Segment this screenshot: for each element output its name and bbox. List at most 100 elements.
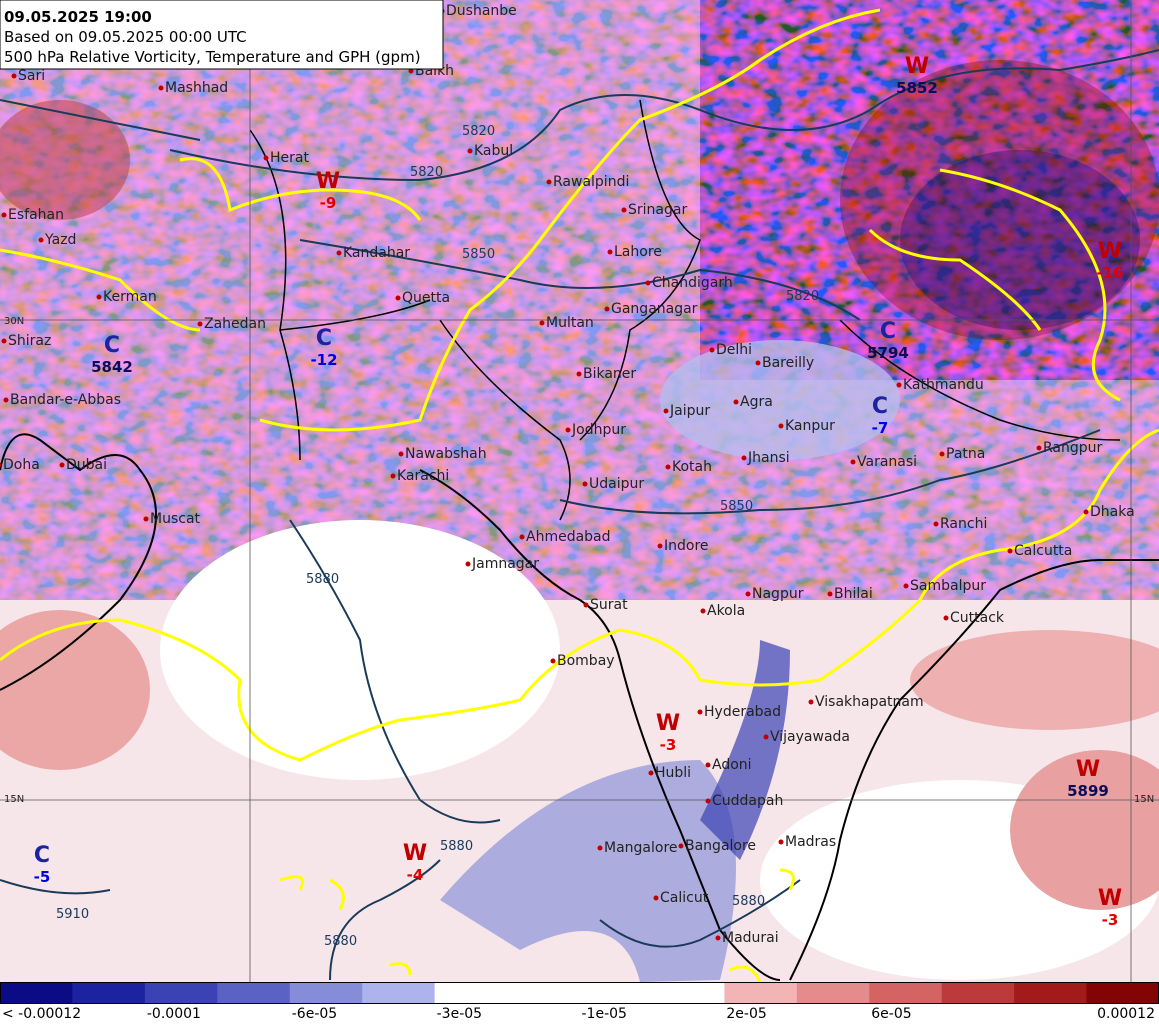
city-label: Agra xyxy=(740,394,773,410)
city-dot xyxy=(597,845,603,851)
colorbar-swatch xyxy=(869,982,943,1003)
city-label: Nagpur xyxy=(752,586,804,602)
city-label: Mangalore xyxy=(604,840,678,856)
city-label: Kandahar xyxy=(343,245,410,261)
city-dot xyxy=(1083,509,1089,515)
header-time: 09.05.2025 19:00 xyxy=(4,8,152,26)
city-label: Ganganagar xyxy=(611,301,698,317)
colorbar-swatch xyxy=(434,982,508,1003)
city-label: Akola xyxy=(707,603,745,619)
grid-label: 30N xyxy=(4,316,24,327)
city-label: Kathmandu xyxy=(903,377,984,393)
city-label: Mashhad xyxy=(165,80,228,96)
contour-label: 5820 xyxy=(786,289,819,304)
contour-label: 5880 xyxy=(440,839,473,854)
city-label: Ranchi xyxy=(940,516,987,532)
city-dot xyxy=(648,770,654,776)
city-label: Calicut xyxy=(660,890,709,906)
marker-value: -4 xyxy=(407,866,424,884)
city-dot xyxy=(465,561,471,567)
city-dot xyxy=(550,658,556,664)
city-label: Bikaner xyxy=(583,366,636,382)
city-dot xyxy=(583,602,589,608)
city-label: Bandar-e-Abbas xyxy=(10,392,121,408)
city-label: Bareilly xyxy=(762,355,814,371)
city-dot xyxy=(546,179,552,185)
city-label: Esfahan xyxy=(8,207,64,223)
marker-letter: C xyxy=(872,394,888,419)
city-label: Bangalore xyxy=(685,838,756,854)
city-label: Sari xyxy=(18,68,45,84)
city-dot xyxy=(741,455,747,461)
city-label: Madras xyxy=(785,834,836,850)
city-label: Hyderabad xyxy=(704,704,781,720)
city-label: Nawabshah xyxy=(405,446,487,462)
city-dot xyxy=(408,68,414,74)
marker-letter: C xyxy=(316,326,332,351)
city-dot xyxy=(709,347,715,353)
marker-value: -7 xyxy=(872,419,889,437)
city-dot xyxy=(565,427,571,433)
city-dot xyxy=(939,451,945,457)
city-label: Kotah xyxy=(672,459,712,475)
city-dot xyxy=(582,481,588,487)
city-label: Kerman xyxy=(103,289,157,305)
city-dot xyxy=(143,516,149,522)
city-dot xyxy=(390,473,396,479)
city-dot xyxy=(395,295,401,301)
contour-label: 5850 xyxy=(462,247,495,262)
header-run: Based on 09.05.2025 00:00 UTC xyxy=(4,28,247,46)
city-dot xyxy=(657,543,663,549)
city-dot xyxy=(96,294,102,300)
city-label: Bombay xyxy=(557,653,615,669)
city-label: Indore xyxy=(664,538,709,554)
colorbar-swatch xyxy=(1086,982,1159,1003)
city-dot xyxy=(621,207,627,213)
city-label: Rawalpindi xyxy=(553,174,629,190)
city-label: Muscat xyxy=(150,511,201,527)
city-dot xyxy=(715,935,721,941)
city-label: Ahmedabad xyxy=(526,529,611,545)
city-label: Cuttack xyxy=(950,610,1005,626)
city-label: Jaipur xyxy=(669,403,710,419)
city-dot xyxy=(467,148,473,154)
city-dot xyxy=(607,249,613,255)
city-label: Rangpur xyxy=(1043,440,1103,456)
marker-value: -16 xyxy=(1096,264,1123,282)
city-label: Dushanbe xyxy=(446,3,517,19)
city-label: Kanpur xyxy=(785,418,835,434)
city-dot xyxy=(697,709,703,715)
city-dot xyxy=(943,615,949,621)
colorbar-label: 0.00012 xyxy=(1097,1006,1155,1022)
marker-value: 5852 xyxy=(896,79,938,97)
city-dot xyxy=(263,155,269,161)
city-dot xyxy=(808,699,814,705)
city-dot xyxy=(1,338,7,344)
marker-value: -9 xyxy=(320,194,337,212)
city-label: Multan xyxy=(546,315,594,331)
marker-value: 5899 xyxy=(1067,782,1109,800)
city-dot xyxy=(733,399,739,405)
city-dot xyxy=(645,280,651,286)
contour-label: 5880 xyxy=(306,572,339,587)
colorbar-swatch xyxy=(651,982,725,1003)
city-label: Visakhapatnam xyxy=(815,694,924,710)
marker-letter: W xyxy=(656,711,680,736)
city-dot xyxy=(1,212,7,218)
marker-value: -5 xyxy=(34,868,51,886)
city-dot xyxy=(576,371,582,377)
city-label: Jamnagar xyxy=(471,556,539,572)
contour-label: 5820 xyxy=(462,124,495,139)
city-dot xyxy=(663,408,669,414)
city-dot xyxy=(604,306,610,312)
city-dot xyxy=(678,843,684,849)
city-dot xyxy=(197,321,203,327)
city-label: Cuddapah xyxy=(712,793,783,809)
colorbar-swatch xyxy=(1014,982,1088,1003)
city-dot xyxy=(0,462,2,468)
grid-label: 15N xyxy=(1134,794,1154,805)
city-label: Zahedan xyxy=(204,316,266,332)
colorbar-swatch xyxy=(362,982,436,1003)
colorbar-swatch xyxy=(941,982,1015,1003)
